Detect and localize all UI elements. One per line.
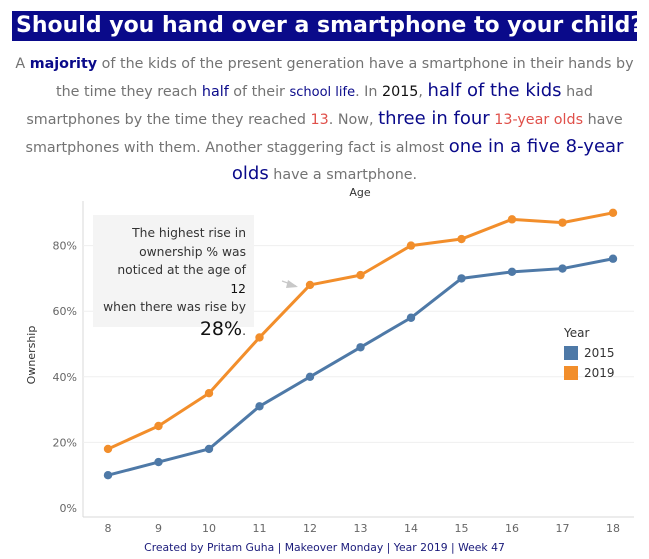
intro-text: had smartphones by the time they reached (26, 83, 593, 129)
data-point-2015 (103, 471, 113, 480)
data-point-2019 (507, 215, 517, 224)
x-tick-label: 18 (606, 522, 620, 535)
intro-text: . Now, (328, 112, 379, 129)
x-tick-label: 12 (303, 522, 317, 535)
data-point-2019 (103, 444, 113, 454)
y-tick-label: 60% (53, 305, 77, 318)
intro-text: A (15, 56, 30, 72)
legend-label: 2015 (584, 346, 615, 360)
data-point-2019 (154, 421, 163, 431)
legend-title: Year (564, 326, 590, 340)
intro-highlight: school life (289, 84, 356, 100)
annotation-line: The highest rise in (132, 226, 246, 240)
intro-highlight: half (201, 83, 229, 100)
intro-highlight: 2015 (382, 83, 419, 100)
data-point-2019 (255, 333, 264, 342)
data-point-2015 (356, 343, 365, 352)
data-point-2015 (255, 402, 264, 411)
data-point-2015 (507, 267, 517, 277)
legend-swatch (564, 366, 578, 380)
data-point-2015 (558, 264, 567, 273)
axis-ticks: 0% 20% 40% 60% 80% 8 9 10 11 12 13 14 15 16 17 18 (53, 240, 620, 535)
data-point-2019 (305, 280, 315, 290)
data-point-2019 (558, 218, 567, 227)
data-point-2015 (154, 457, 163, 467)
data-point-2015 (406, 313, 416, 322)
footer-credit: Created by Pritam Guha | Makeover Monday… (144, 541, 505, 554)
data-point-2019 (356, 270, 365, 280)
annotation-age: 12 (230, 281, 246, 296)
data-point-2019 (406, 241, 416, 250)
annotation-box: The highest rise in ownership % was noti… (93, 215, 254, 340)
data-point-2015 (457, 274, 466, 283)
annotation-line: noticed at the age of 12 (99, 261, 246, 298)
intro-highlight: one in a five 8-year olds (231, 135, 624, 185)
x-tick-label: 17 (556, 522, 570, 535)
intro-paragraph: A majority of the kids of the present ge… (12, 51, 637, 189)
annotation-line: when there was rise by (103, 300, 246, 314)
x-tick-label: 14 (404, 522, 418, 535)
annotation-period: . (242, 323, 246, 338)
legend-item-2019[interactable]: 2019 (564, 363, 615, 383)
data-point-2015 (305, 372, 315, 381)
intro-text: of the kids of the present generation ha… (55, 56, 634, 100)
annotation-percent-line: 28%. (99, 317, 246, 341)
intro-text: of their (228, 83, 290, 100)
intro-highlight: majority (29, 56, 98, 72)
data-point-2015 (608, 254, 618, 263)
page-title: Should you hand over a smartphone to you… (12, 11, 643, 41)
y-axis-title: Ownership (25, 326, 38, 385)
x-tick-label: 8 (105, 522, 112, 535)
intro-text: have smartphones with them. Another stag… (25, 112, 623, 156)
y-tick-label: 80% (53, 240, 77, 253)
data-point-2019 (608, 208, 618, 217)
y-tick-label: 20% (53, 436, 77, 449)
x-tick-label: 13 (354, 522, 368, 535)
intro-highlight: 13-year olds (494, 112, 584, 129)
intro-highlight: 13 (310, 112, 329, 129)
data-point-2019 (457, 234, 466, 244)
y-tick-label: 40% (53, 371, 77, 384)
x-tick-label: 10 (202, 522, 216, 535)
x-tick-label: 15 (455, 522, 469, 535)
annotation-line: ownership % was (139, 244, 246, 259)
annotation-text: noticed at the age of (117, 263, 246, 277)
data-point-2019 (204, 389, 214, 398)
annotation-arrow (281, 280, 298, 288)
intro-highlight: half of the kids (427, 79, 562, 101)
intro-text: , (418, 83, 428, 100)
x-tick-label: 11 (253, 522, 267, 535)
x-tick-label: 9 (155, 522, 162, 535)
y-tick-label: 0% (60, 502, 77, 515)
x-axis-title: Age (349, 186, 371, 199)
legend-swatch (564, 346, 578, 360)
legend-label: 2019 (584, 366, 615, 380)
chart-legend: Year 2015 2019 (564, 326, 615, 383)
x-tick-label: 16 (505, 522, 519, 535)
intro-text: . In (355, 83, 382, 100)
annotation-percent: 28% (199, 317, 243, 340)
series-lines (103, 208, 618, 480)
intro-text: have a smartphone. (268, 167, 418, 184)
intro-highlight: three in four (378, 108, 490, 130)
data-point-2015 (204, 444, 214, 454)
legend-item-2015[interactable]: 2015 (564, 343, 615, 363)
